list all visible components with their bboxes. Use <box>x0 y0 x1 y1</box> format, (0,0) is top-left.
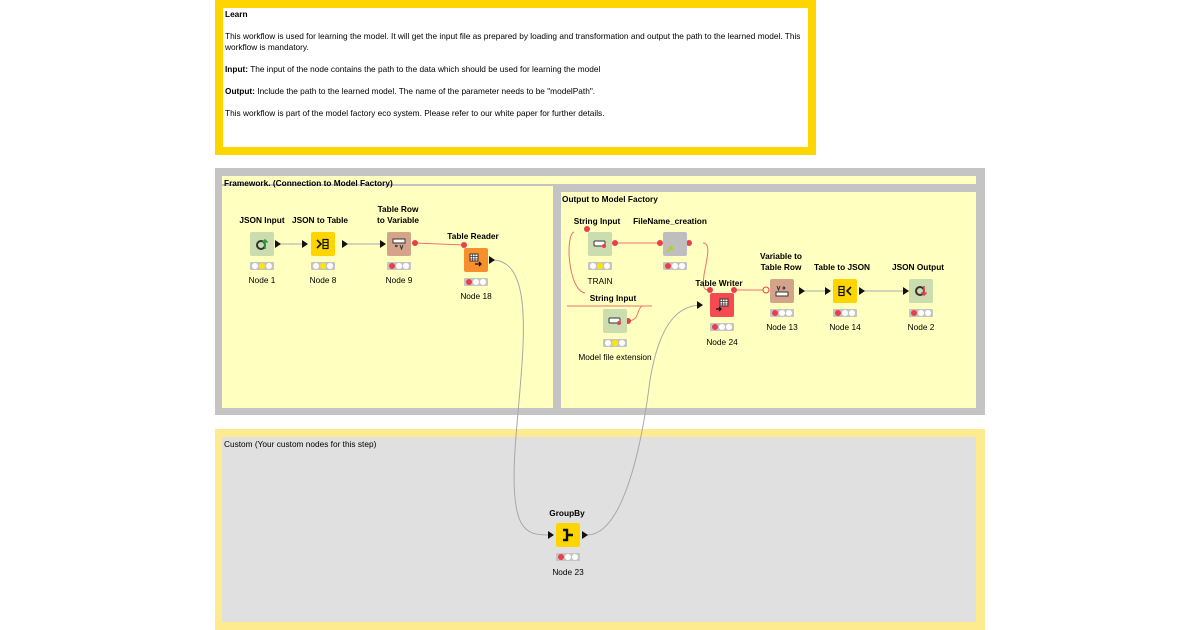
node-status-lights <box>770 309 794 317</box>
annotation-paragraph-1: This workflow is used for learning the m… <box>225 31 801 52</box>
node-status-lights <box>250 262 274 270</box>
annotation-input-text: The input of the node contains the path … <box>248 64 601 74</box>
node-caption[interactable]: Model file extension <box>578 352 652 362</box>
node-label-line1: Table Row <box>377 204 419 214</box>
annotation-input-label: Input: <box>225 64 249 74</box>
framework-frame-header <box>222 176 976 184</box>
node-status-lights <box>710 323 734 331</box>
json-to-table-icon[interactable] <box>311 232 335 256</box>
json-input-icon[interactable] <box>250 232 274 256</box>
node-label: Table to JSON <box>813 262 871 272</box>
annotation-output-label: Output: <box>225 86 255 96</box>
annotation-output-text: Include the path to the learned model. T… <box>254 86 596 96</box>
node-caption[interactable]: Node 14 <box>829 322 861 332</box>
node-label: Table Writer <box>695 278 743 288</box>
node-status-lights <box>588 262 612 270</box>
node-status-lights <box>556 553 580 561</box>
custom-frame-title: Custom (Your custom nodes for this step) <box>224 439 377 449</box>
metanode-icon[interactable] <box>663 232 687 256</box>
node-label: GroupBy <box>549 508 585 518</box>
node-label-line2: to Variable <box>377 215 419 225</box>
string-input-icon[interactable] <box>603 309 627 333</box>
node-caption[interactable]: Node 18 <box>460 291 492 301</box>
annotation-input: Input: The input of the node contains th… <box>225 64 806 75</box>
node-status-lights <box>663 262 687 270</box>
node-label-line2: Table Row <box>760 262 802 272</box>
node-label-line1: Variable to <box>760 251 802 261</box>
node-label: Table Reader <box>447 231 499 241</box>
node-caption[interactable]: TRAIN <box>587 276 613 286</box>
custom-frame[interactable] <box>222 437 976 622</box>
framework-frame-title: Framework. (Connection to Model Factory) <box>224 178 393 188</box>
node-label: FileName_creation <box>633 216 707 226</box>
annotation-paragraph-4: This workflow is part of the model facto… <box>225 108 605 118</box>
table-writer-icon[interactable] <box>710 293 734 317</box>
node-status-lights <box>603 339 627 347</box>
node-label: JSON Output <box>891 262 945 272</box>
string-input-icon[interactable] <box>588 232 612 256</box>
node-status-lights <box>833 309 857 317</box>
node-caption[interactable]: Node 2 <box>907 322 935 332</box>
node-label: String Input <box>573 216 621 226</box>
annotation-output: Output: Include the path to the learned … <box>225 86 806 97</box>
output-frame-border <box>553 186 561 408</box>
node-caption[interactable]: Node 8 <box>309 275 337 285</box>
node-status-lights <box>311 262 335 270</box>
node-label: String Input <box>589 293 637 303</box>
node-caption[interactable]: Node 9 <box>385 275 413 285</box>
node-status-lights <box>464 278 488 286</box>
node-status-lights <box>387 262 411 270</box>
output-frame-title: Output to Model Factory <box>562 194 658 204</box>
node-caption[interactable]: Node 1 <box>248 275 276 285</box>
node-label: JSON Input <box>239 215 285 225</box>
table-reader-icon[interactable] <box>464 248 488 272</box>
variable-to-table-row-icon[interactable] <box>770 279 794 303</box>
node-caption[interactable]: Node 23 <box>552 567 584 577</box>
json-output-icon[interactable] <box>909 279 933 303</box>
table-row-to-variable-icon[interactable] <box>387 232 411 256</box>
groupby-icon[interactable] <box>556 523 580 547</box>
node-label: JSON to Table <box>291 215 349 225</box>
node-caption[interactable]: Node 24 <box>706 337 738 347</box>
node-caption[interactable]: Node 13 <box>766 322 798 332</box>
workflow-annotation[interactable]: Learn This workflow is used for learning… <box>223 8 808 147</box>
node-status-lights <box>909 309 933 317</box>
annotation-title: Learn <box>225 9 248 19</box>
table-to-json-icon[interactable] <box>833 279 857 303</box>
